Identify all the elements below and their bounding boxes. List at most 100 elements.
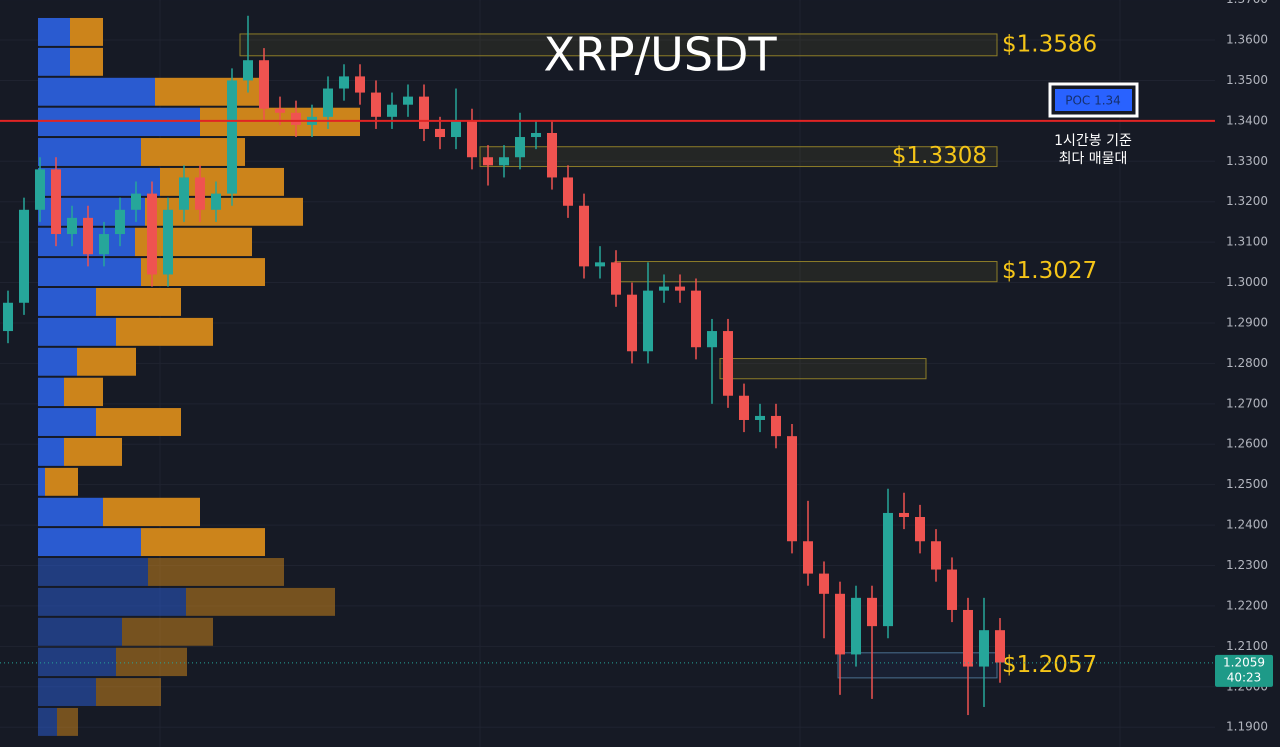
y-tick-label: 1.3200 (1226, 194, 1268, 208)
candle-body (195, 177, 205, 210)
candle-body (115, 209, 125, 235)
candle-body (371, 92, 381, 117)
y-tick-label: 1.3400 (1226, 113, 1268, 127)
profile-buy (38, 317, 116, 346)
profile-buy (38, 497, 103, 527)
last-price-tag (1215, 654, 1273, 687)
candle-body (691, 290, 701, 348)
profile-sell (141, 258, 265, 286)
candle-body (643, 290, 653, 352)
profile-sell (155, 77, 265, 106)
profile-sell (64, 377, 103, 407)
profile-sell (96, 678, 161, 706)
y-tick-label: 1.1900 (1226, 720, 1268, 734)
candle-body (835, 593, 845, 655)
candle-body (19, 209, 29, 303)
zone-label: $1.3027 (1002, 258, 1097, 284)
profile-buy (38, 617, 122, 646)
candle-body (771, 415, 781, 437)
zone-label: $1.3308 (892, 143, 987, 169)
candle-body (467, 120, 477, 158)
zone-label: $1.3586 (1002, 31, 1097, 57)
y-tick-label: 1.3600 (1226, 33, 1268, 47)
profile-sell (96, 287, 181, 316)
zone (239, 33, 998, 57)
candle-body (67, 217, 77, 235)
candle-body (51, 169, 61, 235)
y-tick-label: 1.2100 (1226, 639, 1268, 653)
candle-body (99, 234, 109, 255)
y-tick-label: 1.3500 (1226, 73, 1268, 87)
candle-body (515, 137, 525, 158)
profile-sell (70, 47, 103, 76)
candle-body (707, 331, 717, 348)
profile-buy (38, 587, 186, 616)
candle-body (3, 302, 13, 332)
profile-sell (96, 408, 181, 436)
candle-body (755, 415, 765, 420)
profile-sell (186, 587, 335, 616)
candle-body (419, 96, 429, 129)
profile-sell (64, 437, 122, 466)
countdown: 40:23 (1227, 670, 1262, 684)
profile-sell (116, 317, 213, 346)
candle-body (323, 88, 333, 117)
profile-buy (38, 107, 200, 137)
candle-body (899, 512, 909, 517)
candle-body (451, 120, 461, 138)
candle-body (355, 76, 365, 93)
candle-body (979, 630, 989, 667)
profile-sell (70, 17, 103, 46)
y-tick-label: 1.2900 (1226, 315, 1268, 329)
candle-body (83, 217, 93, 255)
profile-buy (38, 47, 70, 76)
candle-body (739, 395, 749, 420)
candle-body (851, 597, 861, 655)
candle-body (819, 573, 829, 594)
y-tick-label: 1.3700 (1226, 0, 1268, 6)
candle-body (339, 76, 349, 89)
y-tick-label: 1.2600 (1226, 437, 1268, 451)
candle-body (403, 96, 413, 105)
poc-note: 1시간봉 기준 (1054, 133, 1132, 149)
profile-buy (38, 437, 64, 466)
candle-body (659, 286, 669, 291)
profile-sell (160, 167, 284, 196)
profile-sell (141, 528, 265, 557)
zone (837, 652, 998, 679)
profile-sell (148, 558, 284, 586)
profile-buy (38, 528, 141, 557)
candle-body (787, 436, 797, 542)
candle-body (35, 169, 45, 210)
profile-sell (45, 467, 78, 496)
candle-body (579, 205, 589, 267)
profile-buy (38, 258, 141, 286)
profile-buy (38, 558, 148, 586)
profile-buy (38, 347, 77, 376)
candle-body (723, 331, 733, 396)
candle-body (627, 294, 637, 352)
last-price-label: 1.2059 (1223, 655, 1265, 669)
y-tick-label: 1.2400 (1226, 518, 1268, 532)
zone (614, 261, 998, 283)
candle-body (995, 630, 1005, 663)
candle-body (963, 609, 973, 667)
candle-body (531, 132, 541, 138)
candle-body (547, 132, 557, 178)
candle-body (227, 80, 237, 194)
candle-body (499, 157, 509, 166)
y-tick-label: 1.2500 (1226, 477, 1268, 491)
profile-buy (38, 467, 45, 496)
profile-sell (116, 647, 187, 677)
y-tick-label: 1.3100 (1226, 235, 1268, 249)
zone-label: $1.2057 (1002, 652, 1097, 678)
profile-buy (38, 138, 141, 166)
candle-body (947, 569, 957, 610)
y-tick-label: 1.2300 (1226, 558, 1268, 572)
poc-note: 최다 매물대 (1059, 151, 1128, 167)
candle-body (883, 512, 893, 627)
candle-body (243, 60, 253, 81)
candle-body (611, 262, 621, 295)
poc-box (1055, 89, 1132, 111)
